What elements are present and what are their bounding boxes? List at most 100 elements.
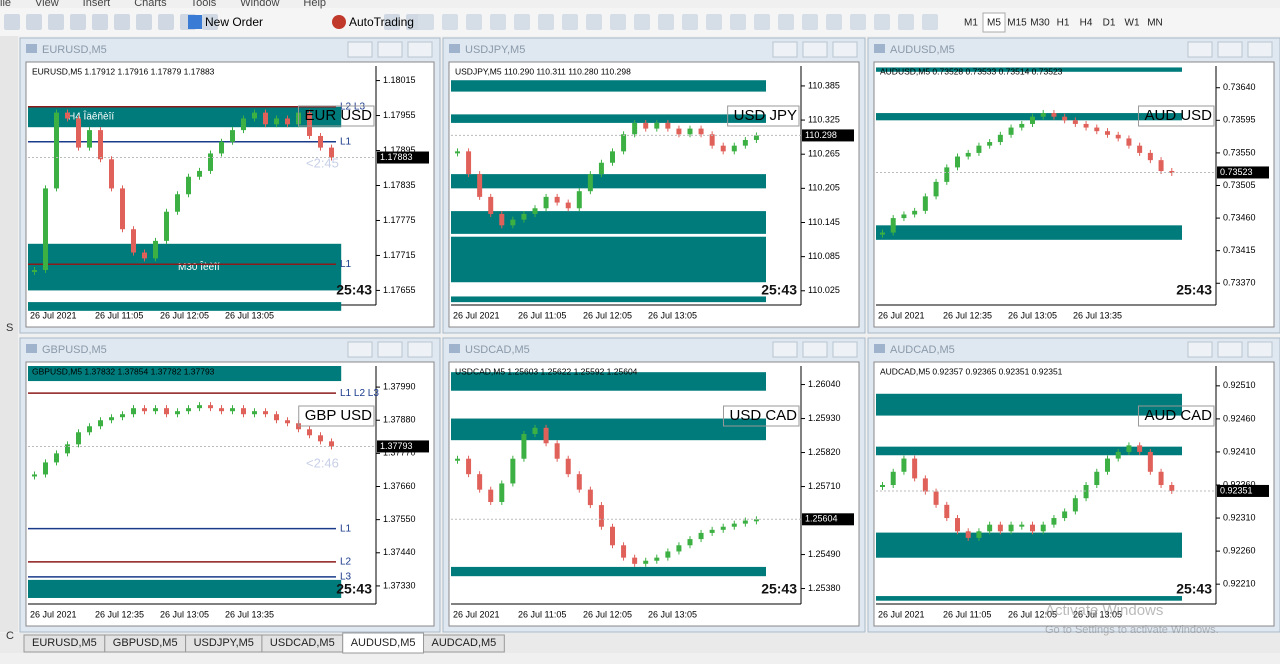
window-maximize-button[interactable] bbox=[377, 341, 403, 358]
menu-item[interactable]: View bbox=[35, 0, 59, 9]
toolbar-icon[interactable] bbox=[202, 14, 218, 30]
window-minimize-button[interactable] bbox=[347, 41, 373, 58]
toolbar-icon[interactable] bbox=[706, 14, 722, 30]
toolbar-icon[interactable] bbox=[610, 14, 626, 30]
toolbar-icon[interactable] bbox=[48, 14, 64, 30]
window-minimize-button[interactable] bbox=[347, 341, 373, 358]
countdown: 25:43 bbox=[336, 581, 372, 597]
toolbar-icon[interactable] bbox=[442, 14, 458, 30]
candle bbox=[731, 145, 737, 152]
toolbar-icon[interactable] bbox=[418, 14, 434, 30]
timeframe-button[interactable]: M5 bbox=[987, 18, 1001, 29]
toolbar-icon[interactable] bbox=[562, 14, 578, 30]
window-title: GBPUSD,M5 bbox=[42, 344, 107, 356]
window-maximize-button[interactable] bbox=[802, 341, 828, 358]
tab-label[interactable]: EURUSD,M5 bbox=[32, 637, 97, 649]
toolbar-icon[interactable] bbox=[4, 14, 20, 30]
toolbar-icon[interactable] bbox=[778, 14, 794, 30]
candle bbox=[230, 408, 235, 412]
candle bbox=[175, 411, 180, 415]
window-minimize-button[interactable] bbox=[772, 341, 798, 358]
candle bbox=[1030, 524, 1035, 532]
toolbar-icon[interactable] bbox=[158, 14, 174, 30]
tab-label[interactable]: AUDCAD,M5 bbox=[432, 637, 497, 649]
toolbar-icon[interactable] bbox=[826, 14, 842, 30]
timeframe-button[interactable]: D1 bbox=[1103, 18, 1116, 29]
candle bbox=[1083, 123, 1089, 128]
window-minimize-button[interactable] bbox=[1187, 41, 1213, 58]
menu-item[interactable]: Insert bbox=[83, 0, 111, 9]
timeframe-button[interactable]: MN bbox=[1147, 18, 1163, 29]
tab[interactable] bbox=[423, 634, 505, 653]
window-close-button[interactable] bbox=[1247, 341, 1273, 358]
tab-label[interactable]: GBPUSD,M5 bbox=[113, 637, 178, 649]
window-minimize-button[interactable] bbox=[1187, 341, 1213, 358]
window-close-button[interactable] bbox=[832, 41, 858, 58]
timeframe-button[interactable]: M30 bbox=[1030, 18, 1050, 29]
toolbar-icon[interactable] bbox=[70, 14, 86, 30]
toolbar-icon[interactable] bbox=[92, 14, 108, 30]
candle bbox=[654, 122, 660, 129]
timeframe-button[interactable]: M15 bbox=[1007, 18, 1027, 29]
menu-item[interactable]: Window bbox=[240, 0, 279, 9]
toolbar-icon[interactable] bbox=[898, 14, 914, 30]
candle bbox=[142, 408, 147, 412]
window-close-button[interactable] bbox=[1247, 41, 1273, 58]
window-close-button[interactable] bbox=[832, 341, 858, 358]
candle bbox=[54, 112, 59, 189]
toolbar-icon[interactable] bbox=[634, 14, 650, 30]
x-tick-label: 26 Jul 12:05 bbox=[583, 609, 632, 619]
tab-label[interactable]: USDJPY,M5 bbox=[194, 637, 254, 649]
candle bbox=[455, 151, 460, 154]
candle bbox=[87, 130, 92, 148]
autotrading-icon[interactable] bbox=[332, 15, 346, 29]
candle bbox=[912, 210, 918, 215]
toolbar-icon[interactable] bbox=[850, 14, 866, 30]
candle bbox=[329, 147, 334, 158]
toolbar-icon[interactable] bbox=[114, 14, 130, 30]
toolbar-icon[interactable] bbox=[922, 14, 938, 30]
toolbar-icon[interactable] bbox=[136, 14, 152, 30]
toolbar-icon[interactable] bbox=[514, 14, 530, 30]
tab-label[interactable]: AUDUSD,M5 bbox=[351, 637, 416, 649]
window-close-button[interactable] bbox=[407, 41, 433, 58]
new-order-button[interactable]: New Order bbox=[205, 15, 263, 29]
window-maximize-button[interactable] bbox=[1217, 41, 1243, 58]
toolbar-icon[interactable] bbox=[730, 14, 746, 30]
toolbar-icon[interactable] bbox=[802, 14, 818, 30]
toolbar-icon[interactable] bbox=[26, 14, 42, 30]
autotrading-button[interactable]: AutoTrading bbox=[349, 15, 414, 29]
x-tick-label: 26 Jul 12:35 bbox=[95, 609, 144, 619]
toolbar-icon[interactable] bbox=[874, 14, 890, 30]
timeframe-button[interactable]: W1 bbox=[1125, 18, 1140, 29]
tab-label[interactable]: USDCAD,M5 bbox=[270, 637, 335, 649]
window-maximize-button[interactable] bbox=[377, 41, 403, 58]
candle bbox=[109, 159, 114, 189]
toolbar-icon[interactable] bbox=[490, 14, 506, 30]
toolbar-icon[interactable] bbox=[384, 14, 400, 30]
toolbar-icon[interactable] bbox=[658, 14, 674, 30]
toolbar-icon[interactable] bbox=[586, 14, 602, 30]
toolbar-icon[interactable] bbox=[466, 14, 482, 30]
menu-item[interactable]: ile bbox=[0, 0, 11, 9]
toolbar-icon[interactable] bbox=[754, 14, 770, 30]
menu-item[interactable]: Tools bbox=[191, 0, 217, 9]
candle bbox=[219, 141, 224, 154]
timeframe-button[interactable]: H1 bbox=[1057, 18, 1070, 29]
timeframe-button[interactable]: H4 bbox=[1080, 18, 1093, 29]
window-maximize-button[interactable] bbox=[802, 41, 828, 58]
menu-item[interactable]: Charts bbox=[134, 0, 167, 9]
x-tick-label: 26 Jul 13:05 bbox=[648, 310, 697, 320]
timeframe-button[interactable]: M1 bbox=[964, 18, 978, 29]
toolbar-icon[interactable] bbox=[538, 14, 554, 30]
candle bbox=[944, 167, 950, 182]
window-maximize-button[interactable] bbox=[1217, 341, 1243, 358]
window-minimize-button[interactable] bbox=[772, 41, 798, 58]
y-tick-label: 0.73595 bbox=[1223, 115, 1256, 125]
toolbar-icon[interactable] bbox=[682, 14, 698, 30]
countdown: 25:43 bbox=[336, 282, 372, 298]
zone bbox=[451, 114, 766, 123]
new-order-icon[interactable] bbox=[188, 15, 202, 29]
menu-item[interactable]: Help bbox=[303, 0, 326, 9]
window-close-button[interactable] bbox=[407, 341, 433, 358]
